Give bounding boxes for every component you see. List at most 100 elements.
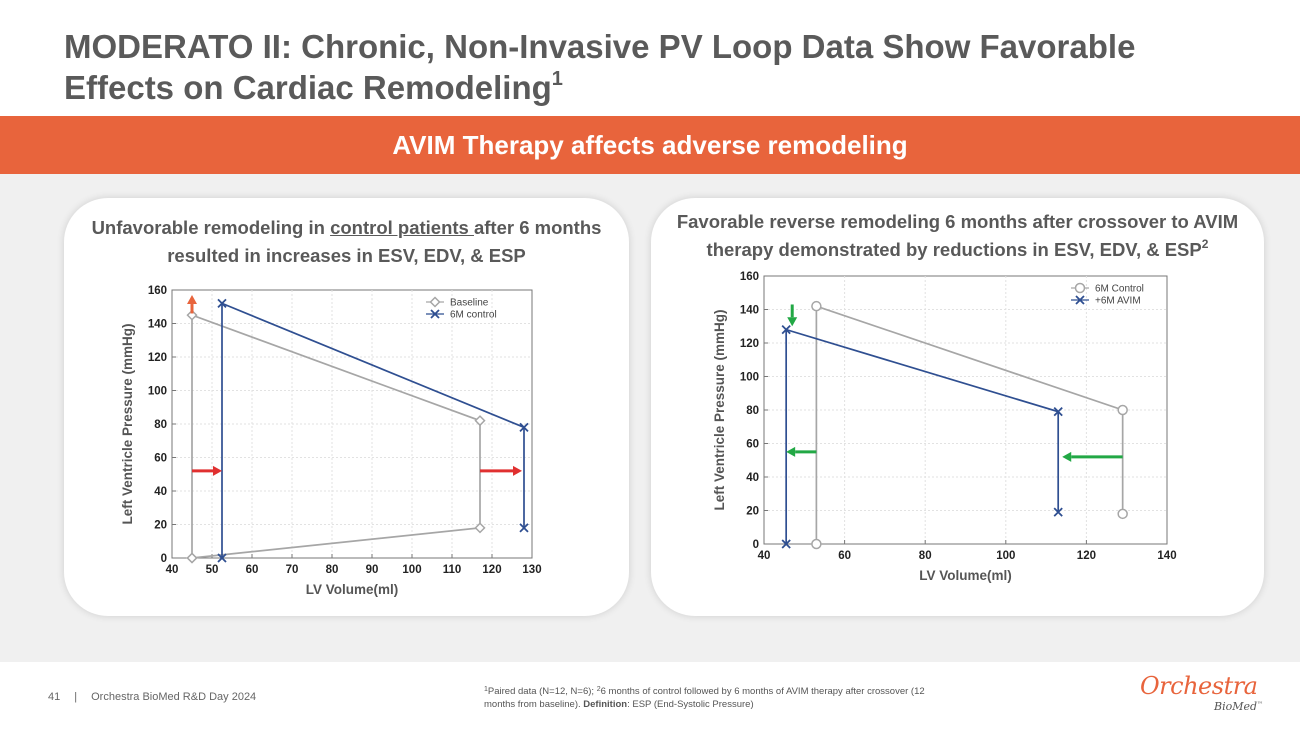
x-tick-label: 140 (1157, 550, 1176, 562)
y-tick-label: 140 (740, 305, 759, 317)
avim-chart-card: Favorable reverse remodeling 6 months af… (651, 198, 1264, 616)
footnote-part-2: 6 months of control followed by 6 months… (484, 686, 925, 710)
data-point (519, 523, 529, 533)
footer-left: 41 | Orchestra BioMed R&D Day 2024 (48, 691, 256, 703)
control-title-before: Unfavorable remodeling in (91, 217, 331, 238)
data-point (519, 422, 529, 432)
legend-label: 6M Control (1095, 284, 1144, 295)
legend-label: 6M control (450, 310, 497, 321)
control-title-after: after 6 months resulted in increases in … (167, 217, 602, 266)
y-tick-label: 40 (154, 486, 167, 498)
x-axis-label: LV Volume(ml) (919, 568, 1012, 583)
y-tick-label: 0 (753, 539, 759, 551)
y-tick-label: 80 (746, 405, 759, 417)
change-arrow (480, 465, 522, 476)
y-tick-label: 0 (161, 553, 167, 565)
x-tick-label: 120 (482, 564, 501, 576)
legend-label: Baseline (450, 298, 489, 309)
logo-sub-word: BioMed (1214, 700, 1258, 713)
data-point (217, 553, 227, 563)
data-point (1117, 404, 1128, 416)
x-tick-label: 60 (246, 564, 259, 576)
data-point (474, 415, 486, 427)
x-tick-label: 100 (996, 550, 1015, 562)
y-tick-label: 40 (746, 472, 759, 484)
x-tick-label: 80 (326, 564, 339, 576)
footnote-definition-text: : ESP (End-Systolic Pressure) (627, 699, 754, 710)
y-tick-label: 100 (740, 372, 759, 384)
change-arrow (1062, 451, 1123, 462)
data-point (186, 309, 198, 321)
control-pv-loop-chart: 40 50 60 70 80 90 100 110 120 130 0 20 40 60 80 100 120 1… (120, 285, 542, 597)
y-tick-label: 120 (740, 338, 759, 350)
y-tick-label: 60 (154, 453, 167, 465)
x-tick-label: 40 (758, 550, 771, 562)
data-point (1117, 508, 1128, 520)
data-point (781, 324, 791, 335)
legend-marker (429, 296, 441, 308)
series-line-1 (221, 302, 525, 558)
avim-chart-title: Favorable reverse remodeling 6 months af… (657, 208, 1258, 264)
x-tick-label: 120 (1077, 550, 1096, 562)
y-tick-label: 100 (148, 386, 167, 398)
data-point (1053, 507, 1063, 517)
y-tick-label: 140 (148, 319, 167, 331)
x-tick-label: 80 (919, 550, 932, 562)
data-point (781, 539, 791, 549)
legend-marker (1074, 282, 1086, 294)
footnote-part-1: Paired data (N=12, N=6); (487, 686, 597, 697)
footnote-sup-1: 1 (484, 686, 488, 693)
data-point (186, 552, 198, 564)
y-tick-label: 20 (154, 520, 167, 532)
x-axis-label: LV Volume(ml) (306, 582, 399, 597)
x-tick-label: 100 (402, 564, 421, 576)
x-tick-label: 130 (522, 564, 541, 576)
logo-trademark: ™ (1257, 701, 1264, 708)
control-chart-card: Unfavorable remodeling in control patien… (64, 198, 629, 616)
slide-title-superscript: 1 (551, 68, 563, 90)
footnote-definition-label: Definition (583, 699, 628, 710)
series-line-1 (785, 328, 1060, 544)
change-arrow (192, 465, 222, 476)
x-tick-label: 70 (286, 564, 299, 576)
logo-sub-text: BioMed™ (1214, 700, 1263, 713)
control-title-underlined: control patients (330, 217, 474, 238)
control-chart-title: Unfavorable remodeling in control patien… (74, 214, 619, 270)
data-point (811, 300, 822, 312)
logo-main-text: Orchestra (1140, 672, 1258, 700)
y-axis-label: Left Ventricle Pressure (mmHg) (712, 309, 727, 510)
legend-label: +6M AVIM (1095, 296, 1141, 307)
slide-title: MODERATO II: Chronic, Non-Invasive PV Lo… (64, 26, 1244, 108)
y-tick-label: 160 (148, 285, 167, 297)
orchestra-biomed-logo: Orchestra BioMed™ (1140, 672, 1270, 718)
footnote: 1Paired data (N=12, N=6); 26 months of c… (484, 685, 944, 711)
series-line-0 (815, 304, 1124, 544)
x-tick-label: 60 (838, 550, 851, 562)
footnote-sup-2: 2 (596, 686, 601, 693)
footer-separator: | (74, 691, 78, 703)
data-point (474, 522, 486, 534)
x-tick-label: 90 (366, 564, 379, 576)
data-point (1053, 407, 1063, 417)
avim-pv-loop-chart: 40 60 80 100 120 140 0 20 40 60 80 100 120 140 160 LV V… (712, 271, 1177, 583)
y-tick-label: 160 (740, 271, 759, 283)
x-tick-label: 40 (166, 564, 179, 576)
legend-marker (430, 309, 440, 319)
x-tick-label: 110 (443, 564, 462, 576)
y-axis-label: Left Ventricle Pressure (mmHg) (120, 323, 135, 524)
y-tick-label: 20 (746, 506, 759, 518)
y-tick-label: 60 (746, 439, 759, 451)
data-point (217, 298, 227, 309)
banner: AVIM Therapy affects adverse remodeling (0, 116, 1300, 174)
legend-marker (1075, 295, 1085, 305)
footer-event: Orchestra BioMed R&D Day 2024 (91, 691, 257, 703)
change-arrow (787, 304, 798, 327)
change-arrow (786, 446, 817, 457)
avim-title-superscript: 2 (1201, 237, 1209, 251)
slide-title-text: MODERATO II: Chronic, Non-Invasive PV Lo… (64, 28, 1136, 106)
y-tick-label: 80 (154, 419, 167, 431)
change-arrow (187, 295, 197, 314)
y-tick-label: 120 (148, 352, 167, 364)
x-tick-label: 50 (206, 564, 219, 576)
page-number: 41 (48, 691, 61, 703)
